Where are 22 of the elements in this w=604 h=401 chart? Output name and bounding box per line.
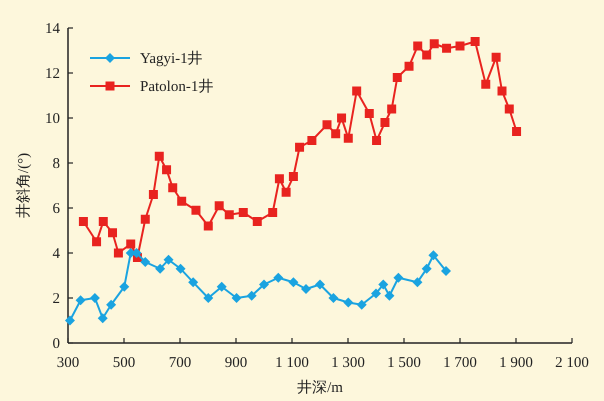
- y-tick-label: 12: [45, 66, 60, 82]
- x-axis-title: 井深/m: [297, 379, 344, 396]
- x-tick-label: 1 100: [275, 355, 309, 371]
- y-tick-label: 0: [52, 336, 60, 352]
- legend-label: Patolon-1井: [140, 78, 214, 95]
- x-tick-label: 1 900: [499, 355, 533, 371]
- x-tick-label: 500: [112, 355, 136, 371]
- x-tick-label: 1 700: [443, 355, 477, 371]
- y-tick-label: 10: [45, 111, 60, 127]
- y-tick-label: 4: [52, 246, 60, 262]
- y-tick-label: 6: [52, 201, 60, 217]
- y-tick-label: 14: [45, 21, 60, 37]
- x-tick-label: 700: [168, 355, 192, 371]
- y-tick-label: 2: [52, 291, 60, 307]
- y-axis-title: 井斜角/(°): [15, 152, 32, 218]
- x-tick-label: 1 300: [331, 355, 365, 371]
- x-tick-label: 900: [224, 355, 248, 371]
- x-tick-label: 2 100: [555, 355, 589, 371]
- legend-label: Yagyi-1井: [140, 50, 203, 67]
- y-tick-label: 8: [52, 156, 60, 172]
- x-tick-label: 300: [56, 355, 80, 371]
- x-tick-label: 1 500: [387, 355, 421, 371]
